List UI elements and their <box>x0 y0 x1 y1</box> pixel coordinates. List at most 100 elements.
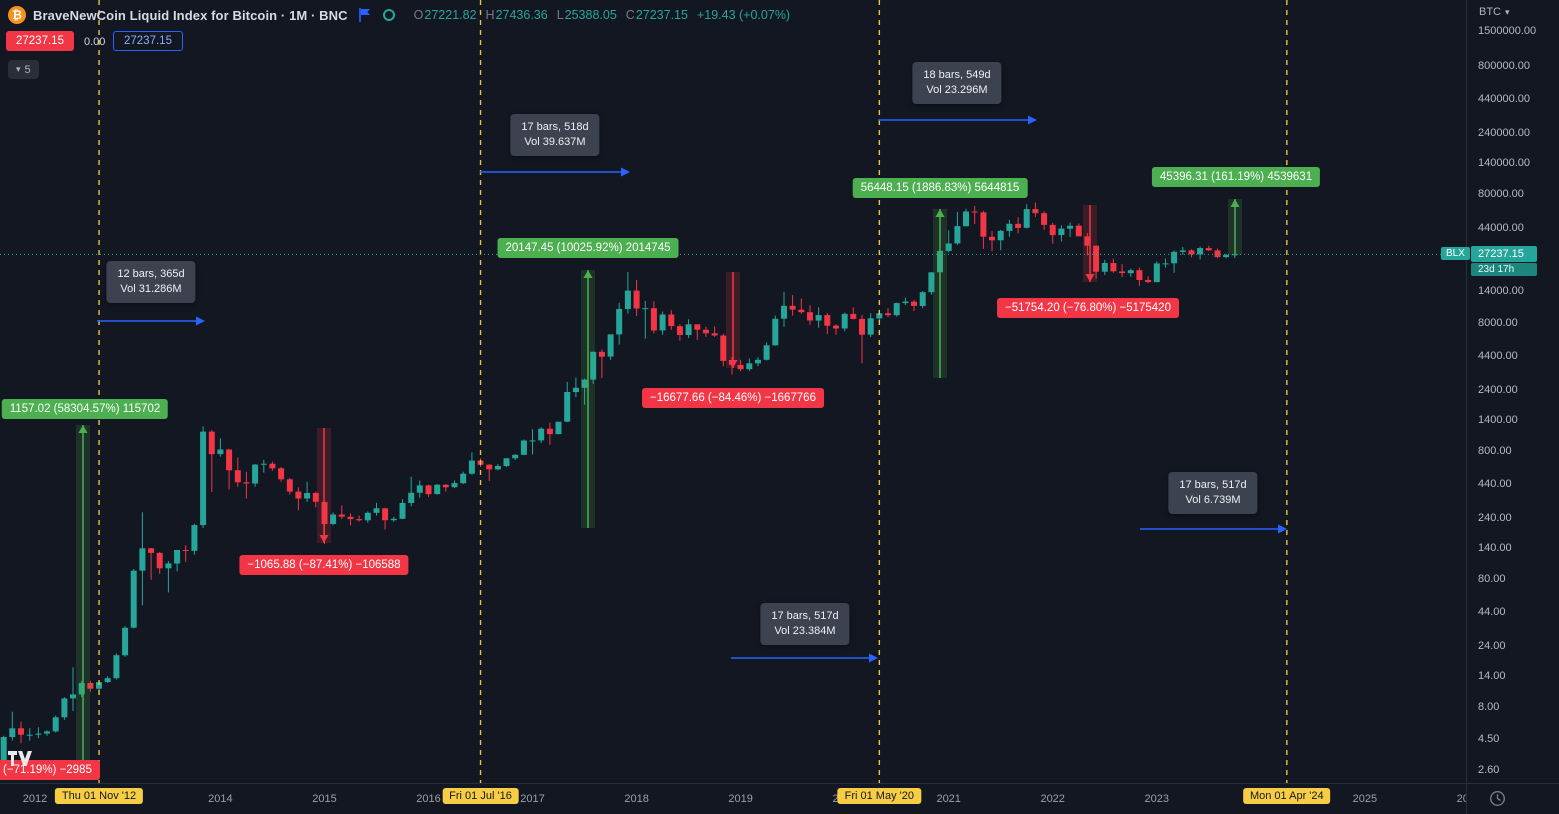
candle-up <box>997 229 1004 251</box>
candle-down <box>702 326 709 337</box>
price-range-label[interactable]: 56448.15 (1886.83%) 5644815 <box>852 178 1028 198</box>
candle-down <box>1145 276 1152 284</box>
candle-up <box>460 471 467 485</box>
price-label-blue[interactable]: 27237.15 <box>113 31 183 51</box>
candle-up <box>963 208 969 227</box>
flag-icon[interactable] <box>358 8 372 22</box>
clock-icon[interactable] <box>1489 790 1506 807</box>
candle-down <box>1136 267 1143 286</box>
candle-down <box>87 680 94 692</box>
price-tick-label: 4400.00 <box>1478 349 1518 362</box>
price-axis[interactable]: BTC ▾ 27237.15 23d 17h 1500000.00 800000.… <box>1466 0 1559 784</box>
market-status-icon[interactable] <box>382 9 395 21</box>
time-tick-label: 2025 <box>1352 793 1378 805</box>
candle-up <box>61 697 68 720</box>
candle-up <box>954 211 961 245</box>
candle-up <box>113 653 120 680</box>
currency-label: BTC <box>1479 6 1501 18</box>
axis-corner <box>1466 783 1559 814</box>
close-value: C27237.15 <box>625 8 688 22</box>
halving-date-tag[interactable]: Thu 01 Nov '12 <box>54 788 144 804</box>
last-price-tag: 27237.15 <box>1471 245 1537 262</box>
candle-up <box>408 476 415 507</box>
time-tick-label: 2019 <box>728 793 753 805</box>
candle-up <box>564 381 571 423</box>
candle-up <box>390 516 397 522</box>
candlestick-chart[interactable] <box>0 0 1467 784</box>
candle-up <box>468 452 475 475</box>
candle-down <box>1084 232 1091 256</box>
time-tick-label: 2023 <box>1144 793 1170 805</box>
candle-up <box>1153 261 1160 283</box>
candle-down <box>243 471 250 499</box>
price-range-arrowhead <box>728 360 738 368</box>
candle-up <box>70 667 76 711</box>
high-value: H27436.36 <box>485 8 548 22</box>
price-tick-label: 14000.00 <box>1478 285 1524 298</box>
candle-down <box>1075 223 1082 237</box>
time-tick-label: 2014 <box>208 793 233 805</box>
candle-down <box>1093 245 1100 279</box>
candle-up <box>451 480 458 489</box>
halving-date-tag[interactable]: Fri 01 Jul '16 <box>442 788 519 804</box>
candle-up <box>1101 259 1108 275</box>
candle-down <box>156 552 163 574</box>
price-label-zero[interactable]: 0.00 <box>84 36 106 48</box>
price-range-label[interactable]: −16677.66 (−84.46%) −1667766 <box>642 388 824 408</box>
price-range-label[interactable]: 20147.45 (10025.92%) 2014745 <box>497 238 679 258</box>
candle-down <box>1205 245 1212 252</box>
candle-up <box>815 307 822 328</box>
candle-down <box>650 301 657 334</box>
candle-down <box>182 545 189 562</box>
candle-up <box>364 511 371 523</box>
candle-up <box>191 523 198 555</box>
candle-up <box>1067 222 1074 237</box>
price-tick-label: 2.60 <box>1478 764 1500 776</box>
price-range-label[interactable]: −1065.88 (−87.41%) −106588 <box>239 555 409 575</box>
candle-up <box>399 499 406 520</box>
candle-up <box>217 438 224 457</box>
price-range-label[interactable]: 1157.02 (58304.57%) 115702 <box>1 399 169 419</box>
measure-arrowhead <box>869 653 878 663</box>
time-axis[interactable]: 2012201320142015201620172018201920202021… <box>0 783 1467 814</box>
candle-down <box>1214 248 1221 259</box>
candle-down <box>850 307 857 320</box>
chevron-down-icon: ▾ <box>1505 6 1510 17</box>
bar-count-dropdown[interactable]: ▾ 5 <box>8 60 39 79</box>
measure-info-box[interactable]: 18 bars, 549d Vol 23.296M <box>912 62 1002 104</box>
tradingview-logo-icon[interactable] <box>8 751 35 772</box>
price-tick-label: 1400.00 <box>1478 413 1518 426</box>
candle-up <box>260 459 267 473</box>
price-label-red[interactable]: 27237.15 <box>6 31 74 51</box>
candle-up <box>494 464 501 471</box>
measure-info-box[interactable]: 17 bars, 518d Vol 39.637M <box>510 114 600 156</box>
price-tick-label: 440.00 <box>1478 478 1512 491</box>
halving-date-tag[interactable]: Mon 01 Apr '24 <box>1242 788 1331 804</box>
candle-up <box>590 351 597 384</box>
candle-up <box>572 377 579 398</box>
candle-up <box>746 358 753 372</box>
measure-info-box[interactable]: 17 bars, 517d Vol 23.384M <box>760 603 850 645</box>
candle-down <box>347 513 354 526</box>
measure-info-box[interactable]: 12 bars, 365d Vol 31.286M <box>106 261 196 303</box>
halving-date-tag[interactable]: Fri 01 May '20 <box>837 788 921 804</box>
price-range-label[interactable]: 45396.31 (161.19%) 4539631 <box>1151 167 1321 187</box>
candle-down <box>269 461 276 471</box>
candle-down <box>598 349 605 379</box>
candle-down <box>425 484 432 497</box>
candle-down <box>442 484 449 492</box>
candle-up <box>373 502 380 516</box>
chart-pane[interactable]: 12 bars, 365d Vol 31.286M 17 bars, 518d Vol… <box>0 0 1467 784</box>
price-range-label[interactable]: −51754.20 (−76.80%) −5175420 <box>997 298 1179 318</box>
candle-up <box>26 728 33 741</box>
chevron-down-icon: ▾ <box>16 64 21 74</box>
time-tick-label: 2012 <box>22 793 48 805</box>
price-tick-label: 8.00 <box>1478 701 1500 714</box>
measure-info-box[interactable]: 17 bars, 517d Vol 6.739M <box>1168 472 1258 514</box>
price-tick-label: 8000.00 <box>1478 316 1518 329</box>
candle-up <box>624 272 631 314</box>
price-tick-label: 2400.00 <box>1478 383 1518 396</box>
currency-toggle[interactable]: BTC ▾ <box>1479 6 1510 18</box>
symbol-title[interactable]: BraveNewCoin Liquid Index for Bitcoin · … <box>33 7 348 23</box>
